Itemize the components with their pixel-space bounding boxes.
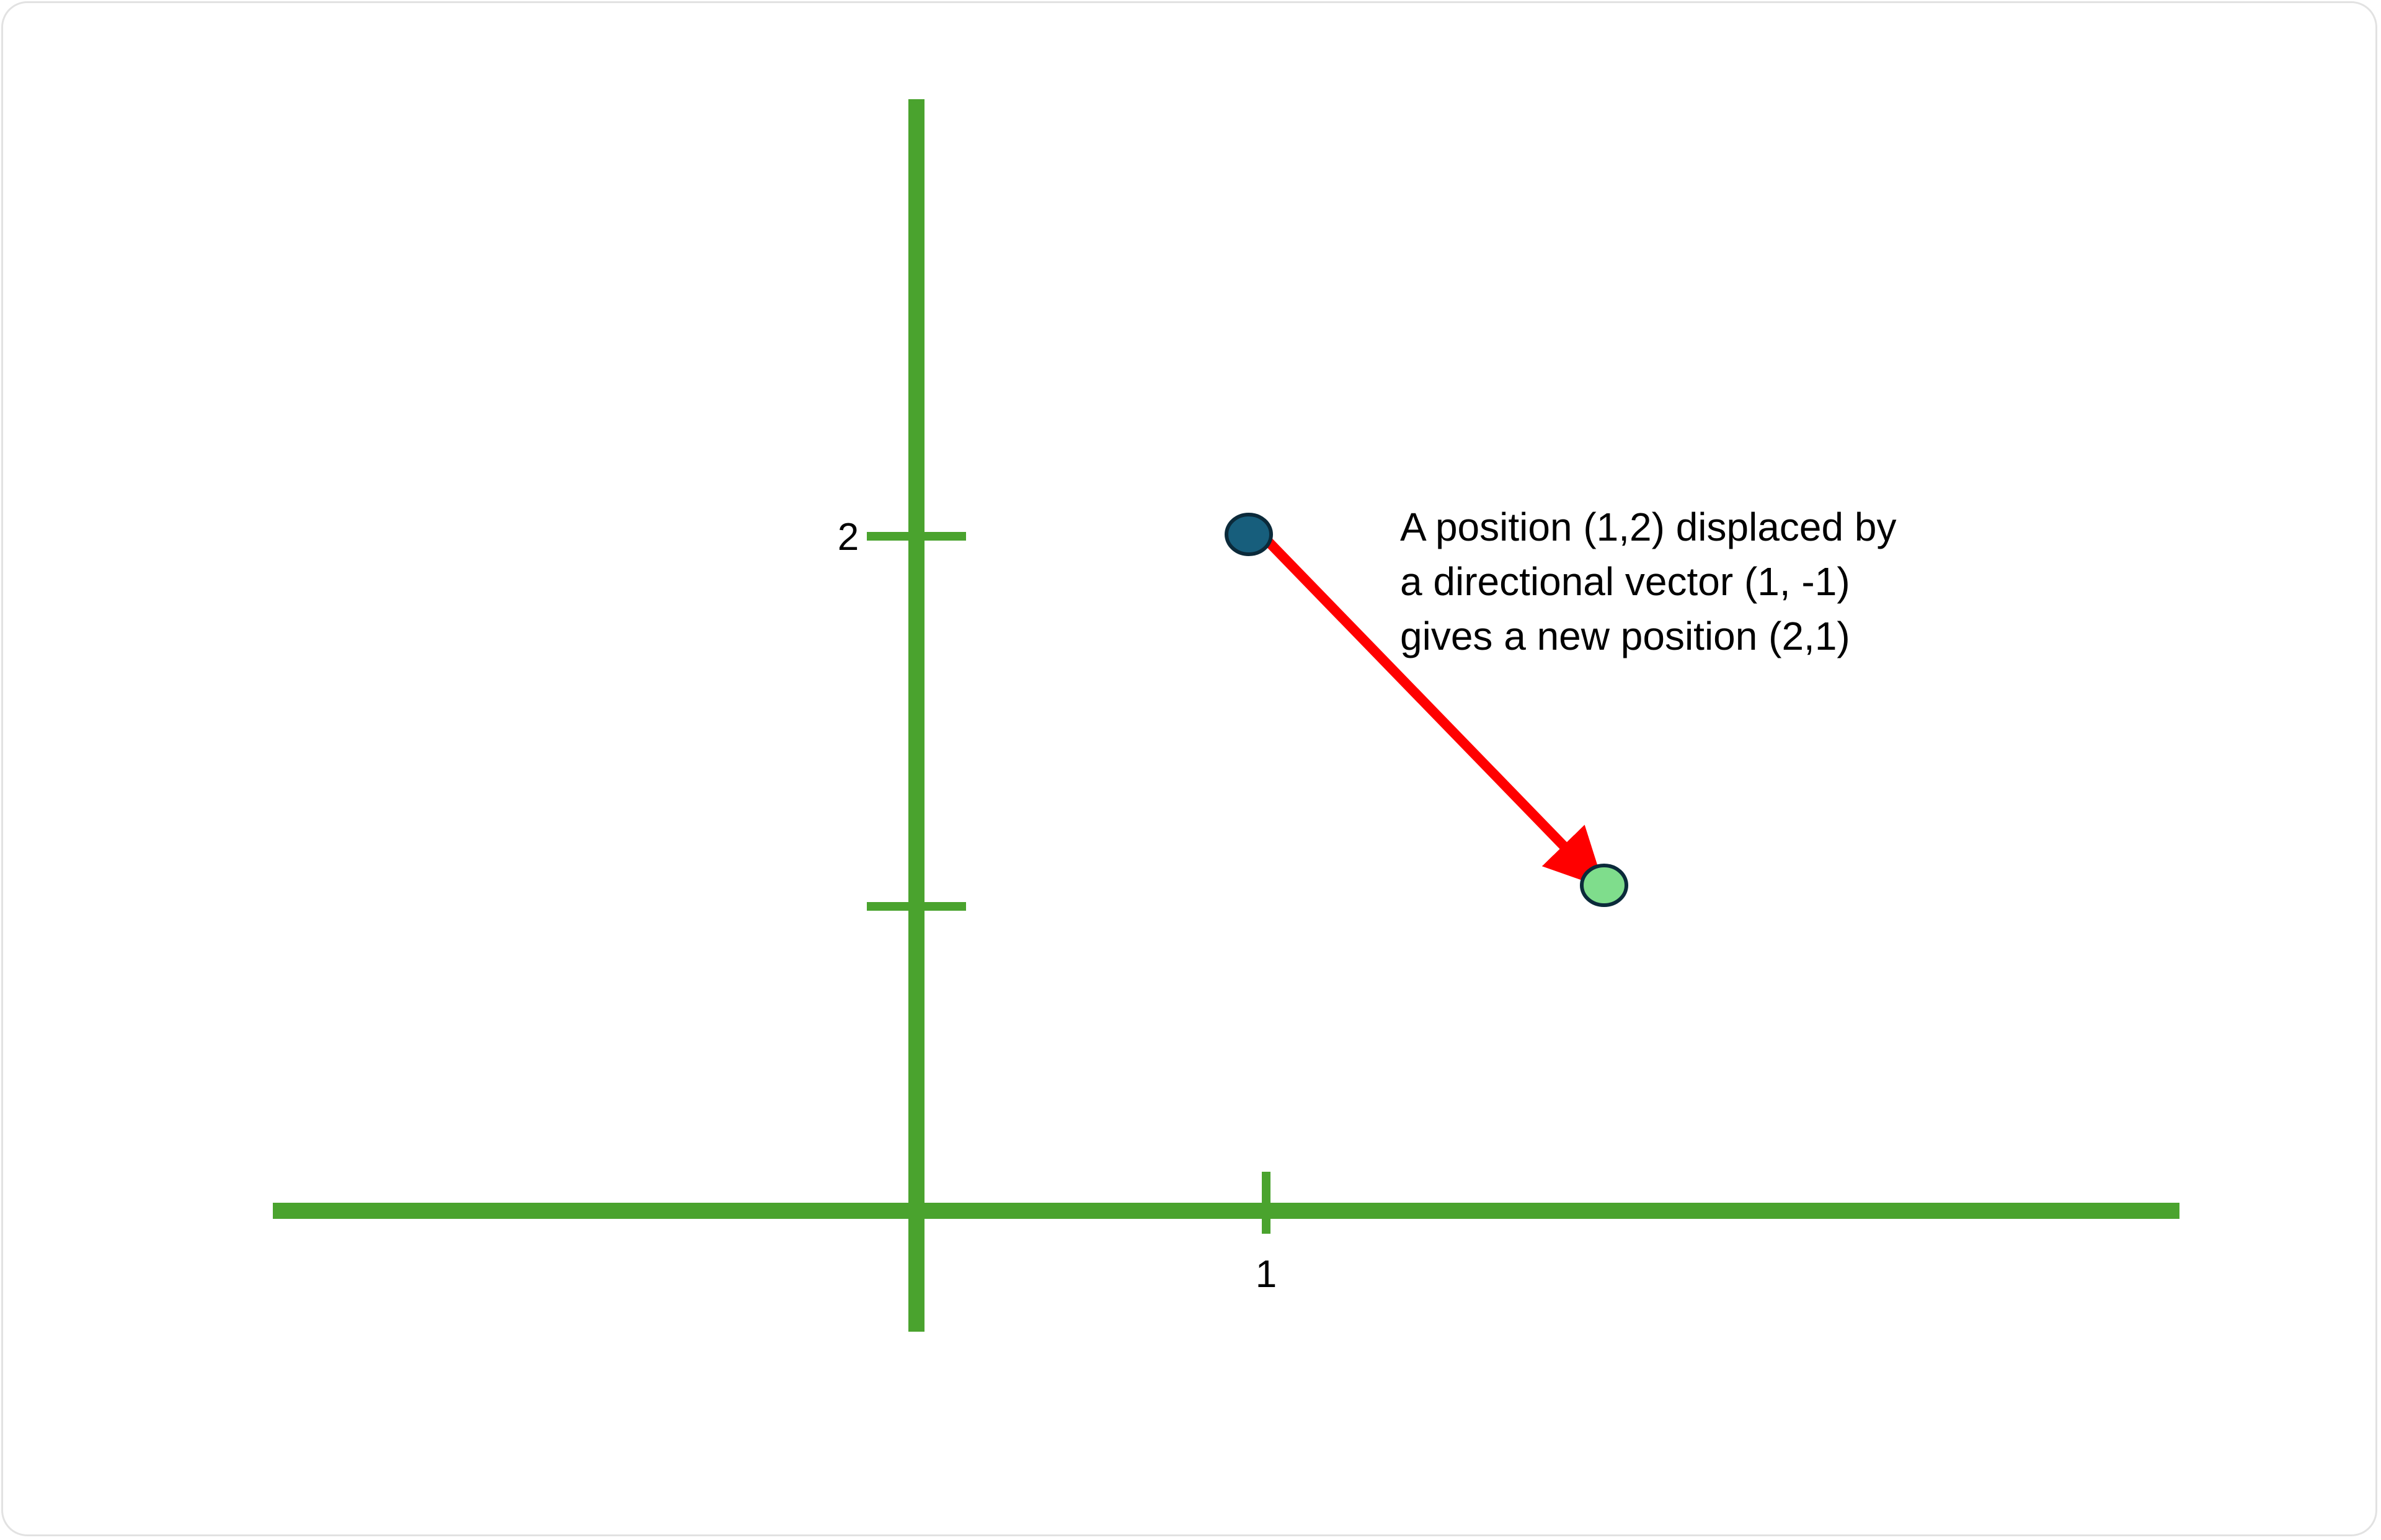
displacement-vector-arrow bbox=[1262, 536, 1605, 888]
x-tick-label: 1 bbox=[1256, 1253, 1277, 1296]
caption-line-1: A position (1,2) displaced by bbox=[1400, 505, 1896, 549]
caption-line-3: gives a new position (2,1) bbox=[1400, 614, 1850, 658]
start-point bbox=[1225, 513, 1273, 556]
y-tick-label: 2 bbox=[838, 516, 859, 559]
caption-line-2: a directional vector (1, -1) bbox=[1400, 559, 1850, 604]
end-point bbox=[1580, 864, 1628, 907]
